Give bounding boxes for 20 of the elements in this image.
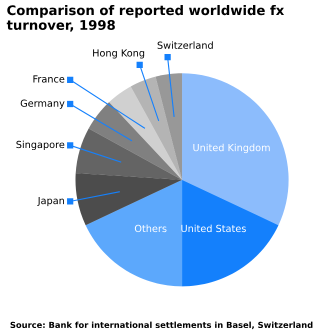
- slice-label: Hong Kong: [93, 49, 144, 58]
- source-note: Source: Bank for international settlements in Basel, Switzerland: [10, 322, 312, 330]
- pie-slice: [76, 128, 182, 180]
- slice-label: Germany: [20, 100, 65, 109]
- slice-label: Others: [134, 224, 167, 232]
- slice-label: United States: [181, 224, 246, 232]
- slice-label: Japan: [37, 196, 64, 206]
- slice-label: France: [33, 75, 64, 83]
- pie-slice: [86, 180, 182, 286]
- pie-slice: [156, 73, 182, 180]
- pie-slice: [109, 86, 182, 180]
- slice-label: Singapore: [16, 140, 64, 150]
- chart-title: Comparison of reported worldwide fx turnover, 1998: [6, 4, 284, 32]
- slice-label: Switzerland: [158, 41, 213, 49]
- pie-slice: [182, 73, 289, 226]
- pie-slice: [75, 173, 182, 226]
- pie-slice: [182, 180, 278, 286]
- slice-label: United Kingdom: [193, 144, 270, 154]
- pie-slice: [130, 76, 182, 180]
- pie-slice: [88, 102, 182, 180]
